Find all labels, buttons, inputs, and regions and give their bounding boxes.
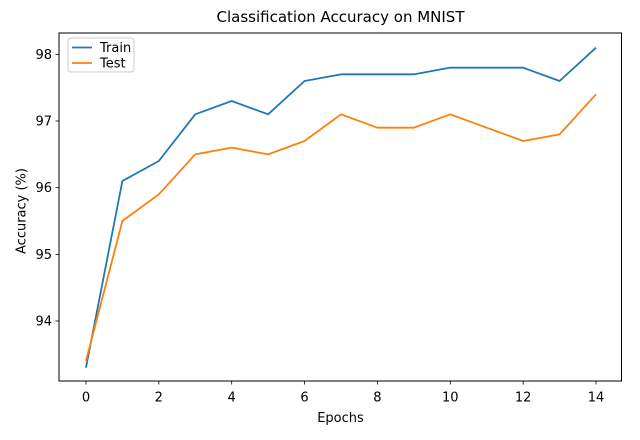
x-tick-label: 4: [228, 391, 236, 406]
y-tick-label: 96: [35, 181, 52, 196]
y-tick-label: 95: [35, 248, 52, 263]
y-tick-label: 94: [35, 315, 52, 330]
legend-label-train: Train: [99, 41, 131, 56]
x-tick-label: 8: [373, 391, 381, 406]
x-axis-label: Epochs: [317, 411, 364, 426]
x-tick-label: 14: [588, 391, 605, 406]
x-tick-label: 2: [155, 391, 163, 406]
train-series-line: [85, 47, 597, 368]
test-series-line: [85, 93, 597, 362]
x-tick-label: 12: [515, 391, 532, 406]
axes-spines: [58, 32, 622, 382]
y-tick-label: 97: [35, 115, 52, 130]
y-tick-label: 98: [35, 48, 52, 63]
legend-label-test: Test: [99, 57, 126, 72]
x-tick-label: 0: [82, 391, 90, 406]
chart-title: Classification Accuracy on MNIST: [216, 8, 465, 26]
x-tick-label: 10: [442, 391, 459, 406]
x-tick-label: 6: [300, 391, 308, 406]
